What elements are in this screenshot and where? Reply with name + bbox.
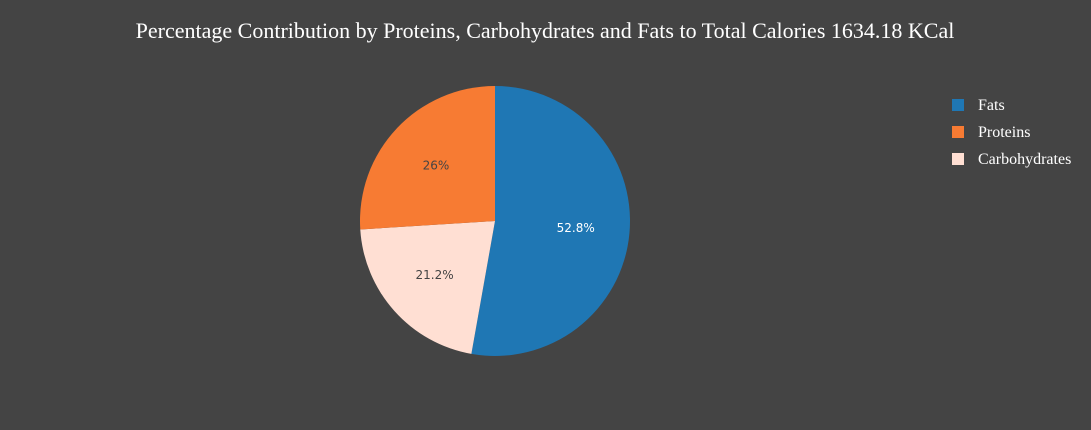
pie-slice-carbohydrates[interactable]	[360, 221, 495, 354]
legend[interactable]: Fats Proteins Carbohydrates	[952, 97, 1071, 168]
legend-swatch	[952, 126, 964, 138]
legend-item-fats[interactable]: Fats	[952, 97, 1005, 114]
legend-label: Proteins	[978, 124, 1030, 141]
legend-label: Fats	[978, 97, 1005, 114]
slice-label-fats: 52.8%	[557, 221, 595, 235]
slice-label-proteins: 26%	[423, 159, 450, 173]
legend-swatch	[952, 99, 964, 111]
legend-item-carbohydrates[interactable]: Carbohydrates	[952, 151, 1071, 168]
legend-swatch	[952, 153, 964, 165]
pie-slice-labels: 52.8% 21.2% 26%	[416, 159, 595, 282]
slice-label-carbohydrates: 21.2%	[416, 268, 454, 282]
pie-slices	[360, 85, 630, 357]
pie-slice-proteins[interactable]	[360, 86, 495, 230]
pie-slice-fats[interactable]	[471, 85, 630, 357]
legend-item-proteins[interactable]: Proteins	[952, 124, 1030, 141]
chart-title: Percentage Contribution by Proteins, Car…	[136, 18, 955, 43]
legend-label: Carbohydrates	[978, 151, 1071, 168]
